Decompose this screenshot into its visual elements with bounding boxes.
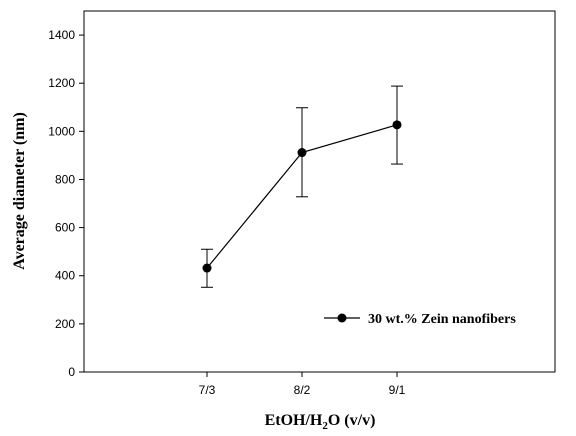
y-tick-label: 200: [55, 317, 75, 331]
x-tick-label: 7/3: [199, 383, 216, 397]
y-axis-ticks: 0 200 400 600 800 1000 1200 1400: [48, 28, 84, 379]
y-tick-label: 1000: [48, 124, 75, 138]
y-tick-label: 1200: [48, 76, 75, 90]
data-point: [392, 120, 402, 130]
y-tick-label: 800: [55, 172, 75, 186]
x-axis-ticks: 7/3 8/2 9/1: [199, 372, 406, 397]
data-point: [202, 263, 212, 273]
x-axis-title-sub: 2: [322, 420, 328, 432]
legend: 30 wt.% Zein nanofibers: [324, 312, 516, 327]
x-tick-label: 9/1: [389, 383, 406, 397]
y-tick-label: 0: [68, 365, 75, 379]
y-tick-label: 400: [55, 269, 75, 283]
y-tick-label: 1400: [48, 28, 75, 42]
x-axis-title: EtOH/H2O (v/v): [265, 412, 376, 432]
y-axis-title: Average diameter (nm): [11, 112, 28, 270]
x-axis-title-post: O (v/v): [328, 412, 376, 429]
legend-marker: [337, 313, 347, 323]
plot-frame: [83, 10, 556, 373]
y-tick-label: 600: [55, 221, 75, 235]
x-tick-label: 8/2: [294, 383, 311, 397]
legend-label: 30 wt.% Zein nanofibers: [368, 312, 516, 327]
x-axis-title-pre: EtOH/H: [265, 412, 323, 429]
data-point: [297, 148, 307, 158]
series-layer: [201, 85, 403, 288]
